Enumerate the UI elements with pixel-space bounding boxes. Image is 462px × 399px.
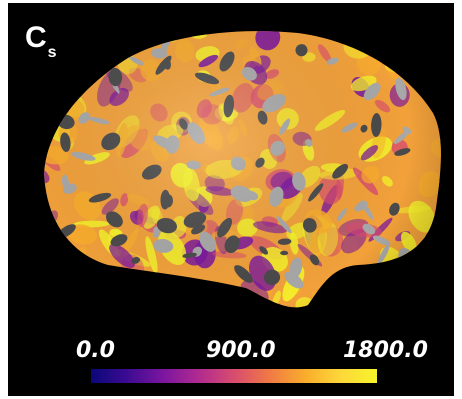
activation-blob xyxy=(368,267,393,285)
activation-blob xyxy=(71,284,100,327)
mask-blob xyxy=(411,247,427,265)
figure-panel: Cs 0.0 900.0 1800.0 xyxy=(8,3,454,396)
activation-blob xyxy=(328,293,350,334)
activation-blob xyxy=(25,78,57,104)
colorbar-max-label: 1800.0 xyxy=(343,340,428,362)
activation-blob xyxy=(126,275,160,310)
activation-blob xyxy=(167,289,204,321)
activation-blob xyxy=(121,275,145,299)
activation-blob xyxy=(28,242,61,276)
activation-blob xyxy=(322,15,348,42)
activation-blob xyxy=(344,24,385,38)
activation-blob xyxy=(419,44,442,68)
activation-blob xyxy=(428,71,454,100)
activation-blob xyxy=(380,260,421,278)
colorbar-mid-label: 900.0 xyxy=(206,340,276,362)
activation-blob xyxy=(94,268,127,291)
activation-blob xyxy=(402,297,436,328)
activation-blob xyxy=(409,270,450,298)
activation-blob xyxy=(239,295,256,314)
activation-blob xyxy=(374,283,402,321)
activation-blob xyxy=(36,101,62,125)
activation-blob xyxy=(194,288,216,304)
panel-label-main: C xyxy=(25,21,47,54)
activation-blob xyxy=(384,277,418,296)
activation-blob xyxy=(27,270,66,306)
activation-blob xyxy=(63,258,79,278)
mask-blob xyxy=(377,265,385,281)
activation-blob xyxy=(27,247,59,271)
activation-blob xyxy=(438,30,454,47)
activation-blob xyxy=(230,304,241,318)
activation-blob xyxy=(353,13,386,44)
panel-label-subscript: s xyxy=(48,44,57,61)
mask-blob xyxy=(64,64,89,91)
colorbar xyxy=(91,369,377,383)
activation-blob xyxy=(400,277,424,297)
activation-blob xyxy=(408,20,424,37)
activation-blob xyxy=(44,271,73,307)
mask-blob xyxy=(112,40,132,60)
activation-blob xyxy=(210,293,243,324)
activation-blob xyxy=(382,278,408,304)
activation-blob xyxy=(29,280,47,300)
activation-blob xyxy=(55,74,81,85)
activation-blob xyxy=(63,269,90,295)
activation-blob xyxy=(65,28,93,54)
colorbar-min-label: 0.0 xyxy=(76,340,115,362)
panel-label: Cs xyxy=(25,23,57,68)
activation-blob xyxy=(373,264,388,287)
activation-blob xyxy=(420,76,432,89)
activation-blob xyxy=(395,288,419,315)
mask-blob xyxy=(411,38,422,63)
